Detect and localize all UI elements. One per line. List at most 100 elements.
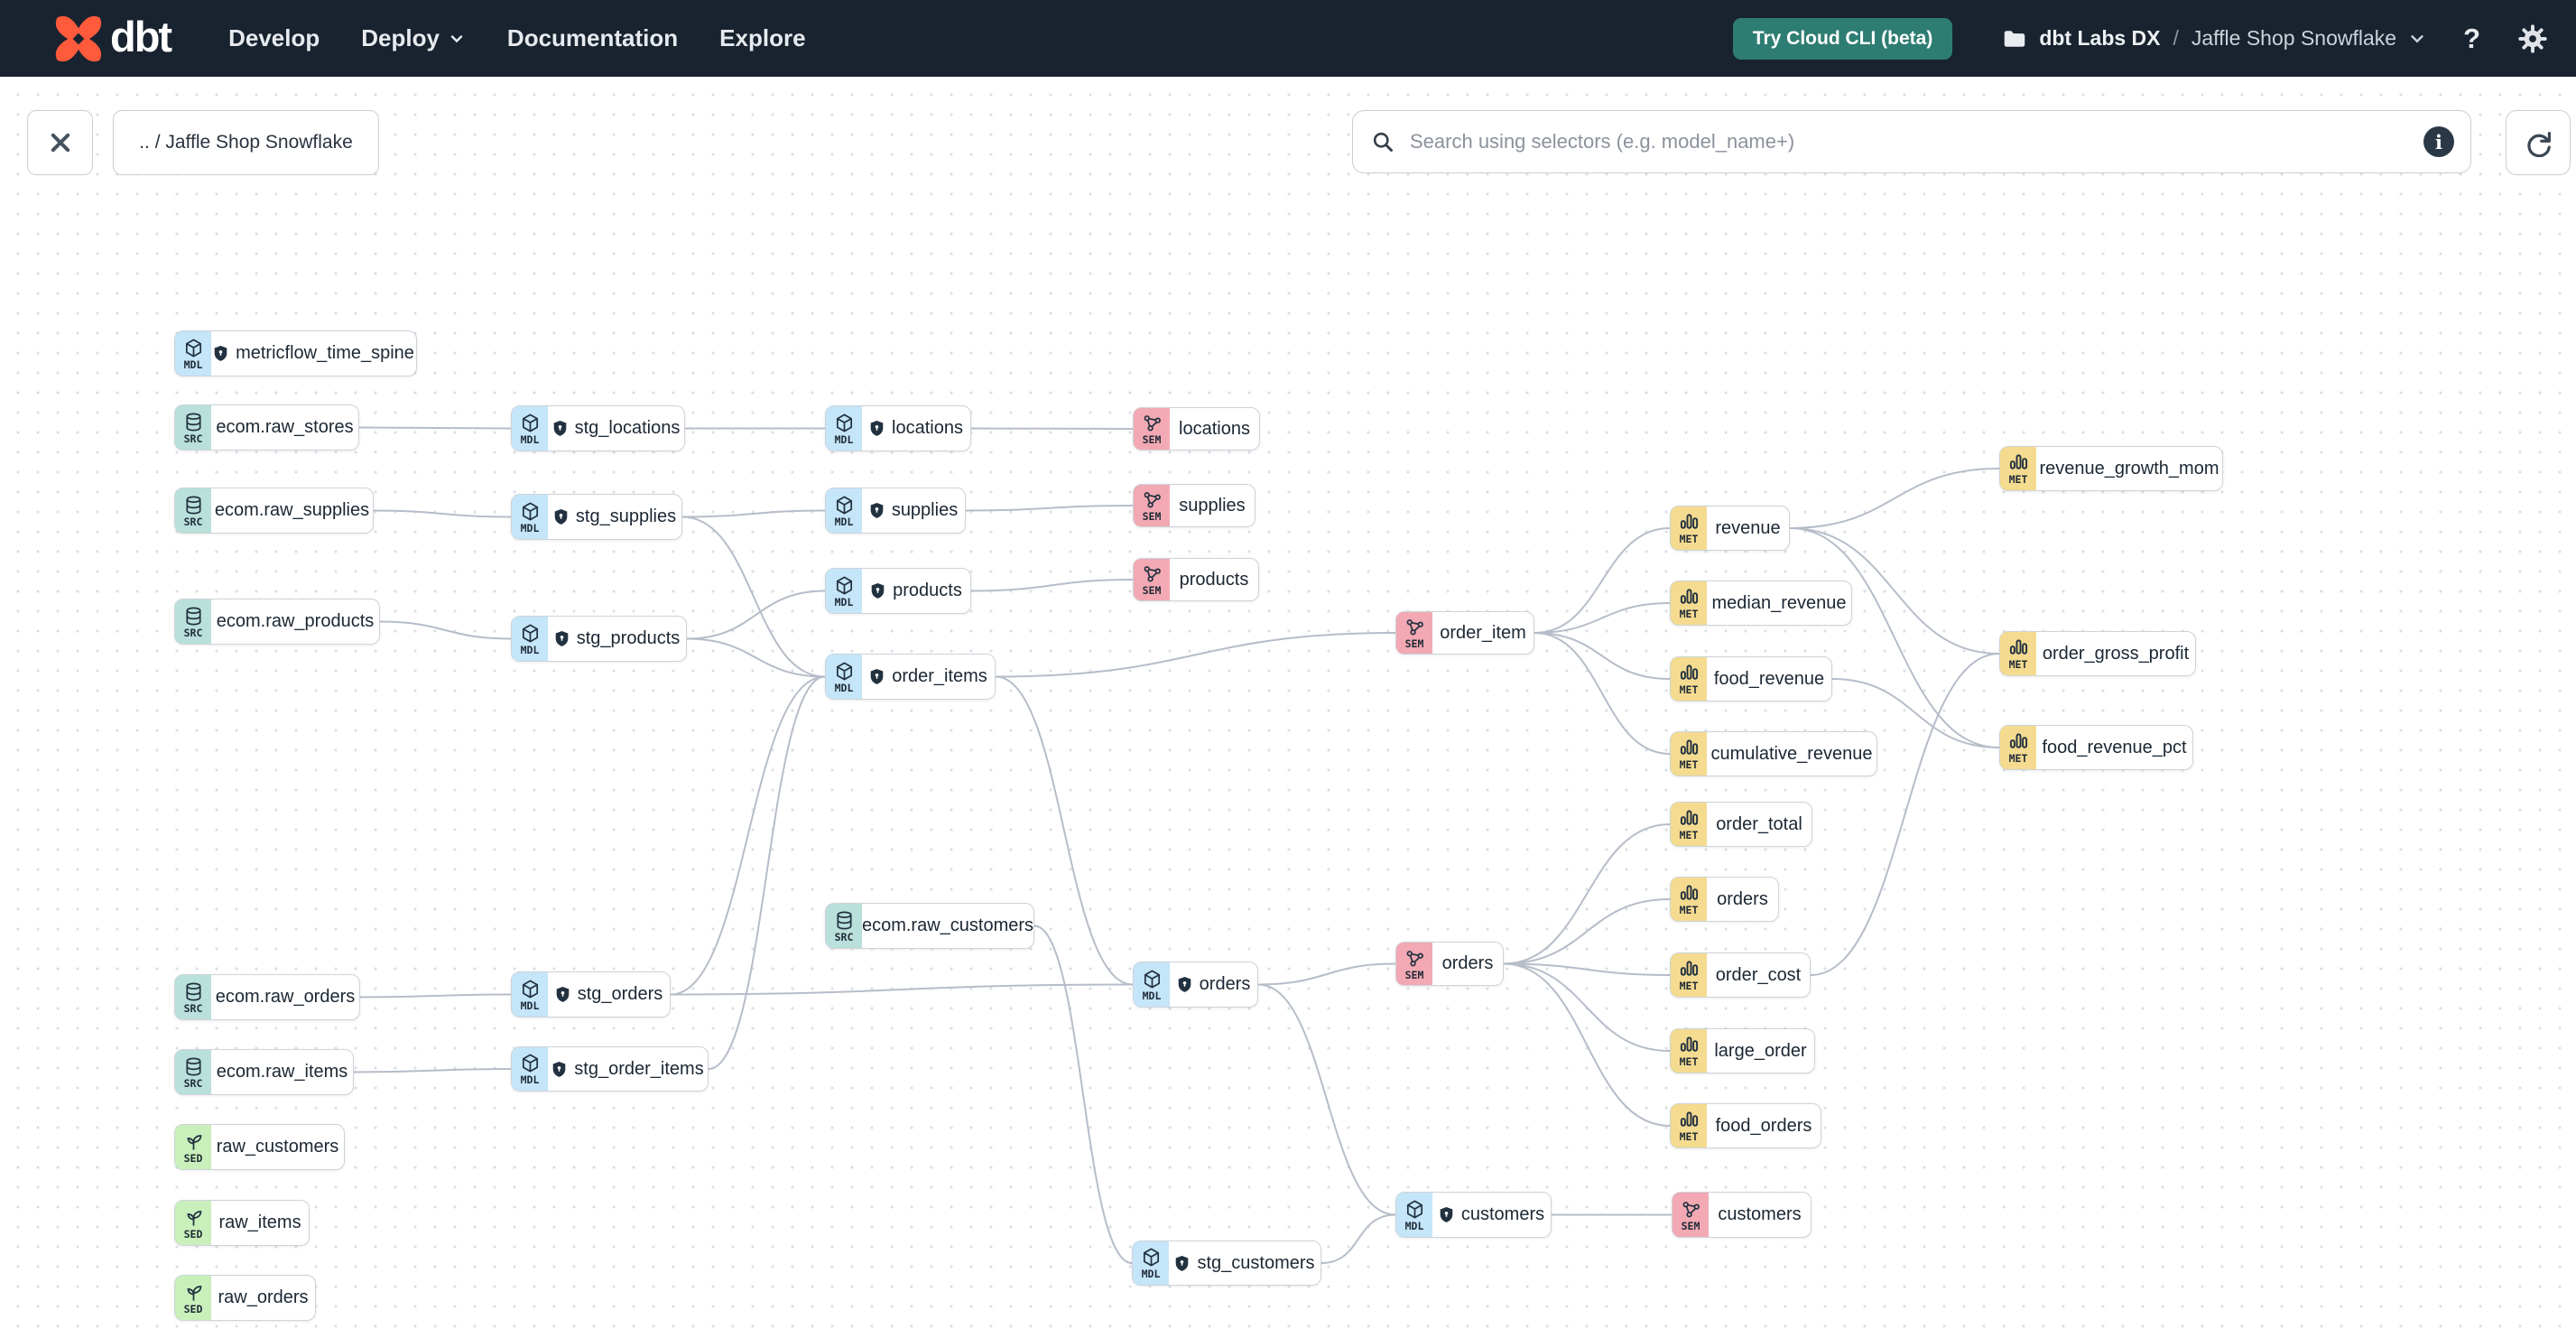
- settings-gear-button[interactable]: [2516, 23, 2549, 55]
- node-type-label: MET: [1679, 904, 1699, 916]
- source-database-icon: [183, 981, 204, 1002]
- node-type-cell: SEM: [1134, 408, 1170, 450]
- node-label: revenue_growth_mom: [2039, 458, 2219, 479]
- graph-node-met_order_cost[interactable]: MET order_cost: [1670, 952, 1811, 998]
- graph-node-mdl_stg_products[interactable]: MDL stg_products: [511, 616, 687, 662]
- graph-node-met_revenue[interactable]: MET revenue: [1670, 506, 1790, 551]
- node-type-cell: SEM: [1134, 485, 1170, 526]
- node-type-cell: SRC: [826, 904, 862, 948]
- nav-documentation[interactable]: Documentation: [506, 24, 679, 51]
- model-cube-icon: [834, 575, 855, 596]
- graph-node-sem_customers[interactable]: SEM customers: [1672, 1192, 1812, 1238]
- nav-explore[interactable]: Explore: [719, 24, 806, 51]
- node-type-label: MET: [1679, 683, 1699, 696]
- graph-node-mdl_stg_orders[interactable]: MDL stg_orders: [511, 971, 671, 1017]
- lineage-canvas[interactable]: [0, 77, 2576, 1338]
- graph-node-met_orders[interactable]: MET orders: [1670, 877, 1779, 922]
- model-cube-icon: [1141, 1247, 1162, 1268]
- node-label: order_total: [1716, 813, 1802, 834]
- lineage-breadcrumb[interactable]: .. / Jaffle Shop Snowflake: [113, 110, 379, 175]
- graph-node-mdl_customers[interactable]: MDL customers: [1395, 1192, 1552, 1238]
- nav-develop[interactable]: Develop: [228, 24, 320, 51]
- close-lineage-button[interactable]: [27, 110, 93, 175]
- graph-node-src_raw_stores[interactable]: SRC ecom.raw_stores: [174, 404, 359, 451]
- node-label: metricflow_time_spine: [236, 343, 414, 363]
- graph-node-mdl_locations[interactable]: MDL locations: [825, 405, 971, 451]
- refresh-button[interactable]: [2506, 110, 2571, 175]
- node-type-label: SED: [183, 1151, 203, 1165]
- node-body: food_revenue_pct: [2036, 726, 2192, 769]
- node-label: orders: [1717, 888, 1768, 909]
- graph-node-mdl_metricflow_time_spine[interactable]: MDL metricflow_time_spine: [174, 330, 417, 376]
- node-type-label: MDL: [520, 999, 540, 1012]
- graph-node-sem_orders[interactable]: SEM orders: [1395, 942, 1504, 986]
- graph-node-mdl_stg_customers[interactable]: MDL stg_customers: [1132, 1240, 1321, 1286]
- graph-node-met_food_orders[interactable]: MET food_orders: [1670, 1103, 1821, 1148]
- node-type-cell: MET: [1671, 953, 1707, 997]
- graph-node-met_food_revenue[interactable]: MET food_revenue: [1670, 656, 1832, 702]
- metric-bars-icon: [1679, 883, 1700, 904]
- info-icon[interactable]: i: [2423, 126, 2454, 157]
- graph-node-met_median_revenue[interactable]: MET median_revenue: [1670, 581, 1852, 626]
- help-button[interactable]: ?: [2463, 22, 2480, 54]
- graph-node-met_order_total[interactable]: MET order_total: [1670, 802, 1812, 847]
- nav-deploy[interactable]: Deploy: [361, 24, 466, 52]
- node-type-label: SEM: [1681, 1219, 1700, 1232]
- node-label: cumulative_revenue: [1710, 743, 1873, 764]
- selector-search-bar: i: [1352, 110, 2471, 173]
- folder-icon: [2005, 30, 2025, 47]
- graph-node-sed_raw_orders[interactable]: SED raw_orders: [174, 1275, 316, 1321]
- node-label: supplies: [1179, 495, 1246, 516]
- graph-node-src_raw_items[interactable]: SRC ecom.raw_items: [174, 1049, 354, 1095]
- graph-node-src_raw_orders[interactable]: SRC ecom.raw_orders: [174, 974, 360, 1020]
- graph-node-mdl_products[interactable]: MDL products: [825, 568, 971, 614]
- seed-sprout-icon: [183, 1131, 204, 1152]
- graph-node-sem_order_item[interactable]: SEM order_item: [1395, 611, 1534, 655]
- metric-bars-icon: [2008, 731, 2029, 752]
- node-label: orders: [1441, 953, 1494, 973]
- node-type-label: MDL: [834, 681, 854, 694]
- graph-node-met_food_revenue_pct[interactable]: MET food_revenue_pct: [1999, 725, 2193, 770]
- graph-node-mdl_orders[interactable]: MDL orders: [1133, 962, 1258, 1008]
- graph-node-src_raw_supplies[interactable]: SRC ecom.raw_supplies: [174, 488, 374, 534]
- node-type-label: SRC: [834, 930, 854, 943]
- edge-sem_order_item-to-met_revenue: [1534, 527, 1671, 634]
- graph-node-sem_locations[interactable]: SEM locations: [1133, 407, 1260, 451]
- node-label: products: [893, 581, 962, 600]
- node-type-label: MDL: [520, 432, 540, 446]
- node-type-cell: MET: [1671, 878, 1707, 921]
- graph-node-sed_raw_customers[interactable]: SED raw_customers: [174, 1124, 345, 1170]
- graph-node-sed_raw_items[interactable]: SED raw_items: [174, 1200, 310, 1246]
- project-selector[interactable]: dbt Labs DX / Jaffle Shop Snowflake: [2001, 25, 2427, 52]
- graph-node-met_large_order[interactable]: MET large_order: [1670, 1028, 1815, 1073]
- dbt-logo[interactable]: dbt: [52, 13, 172, 65]
- try-cloud-cli-button[interactable]: Try Cloud CLI (beta): [1732, 17, 1953, 60]
- graph-node-sem_supplies[interactable]: SEM supplies: [1133, 484, 1256, 527]
- node-label: locations: [892, 418, 963, 438]
- graph-node-met_order_gross_profit[interactable]: MET order_gross_profit: [1999, 631, 2196, 676]
- node-type-cell: SED: [175, 1125, 211, 1169]
- graph-node-mdl_supplies[interactable]: MDL supplies: [825, 488, 966, 534]
- shield-icon: [554, 630, 570, 647]
- node-label: products: [1179, 569, 1249, 590]
- node-body: ecom.raw_orders: [211, 975, 359, 1019]
- graph-node-met_revenue_growth_mom[interactable]: MET revenue_growth_mom: [1999, 446, 2223, 491]
- node-body: food_orders: [1707, 1104, 1821, 1148]
- graph-node-mdl_stg_supplies[interactable]: MDL stg_supplies: [511, 494, 682, 540]
- graph-node-mdl_stg_locations[interactable]: MDL stg_locations: [511, 405, 685, 451]
- node-label: ecom.raw_items: [216, 1062, 348, 1082]
- search-input[interactable]: [1408, 129, 2423, 154]
- graph-node-mdl_stg_order_items[interactable]: MDL stg_order_items: [511, 1046, 709, 1092]
- edge-src_raw_supplies-to-mdl_stg_supplies: [373, 509, 512, 518]
- node-type-cell: SRC: [175, 1050, 211, 1094]
- shield-icon: [869, 420, 885, 437]
- metric-bars-icon: [1679, 512, 1700, 533]
- node-type-cell: MDL: [512, 1047, 548, 1091]
- node-label: customers: [1718, 1204, 1802, 1224]
- graph-node-met_cumulative_revenue[interactable]: MET cumulative_revenue: [1670, 731, 1877, 776]
- graph-node-src_raw_customers[interactable]: SRC ecom.raw_customers: [825, 903, 1034, 949]
- graph-node-mdl_order_items[interactable]: MDL order_items: [825, 654, 996, 700]
- graph-node-src_raw_products[interactable]: SRC ecom.raw_products: [174, 599, 380, 645]
- graph-node-sem_products[interactable]: SEM products: [1133, 558, 1259, 601]
- edge-src_raw_products-to-mdl_stg_products: [379, 620, 512, 640]
